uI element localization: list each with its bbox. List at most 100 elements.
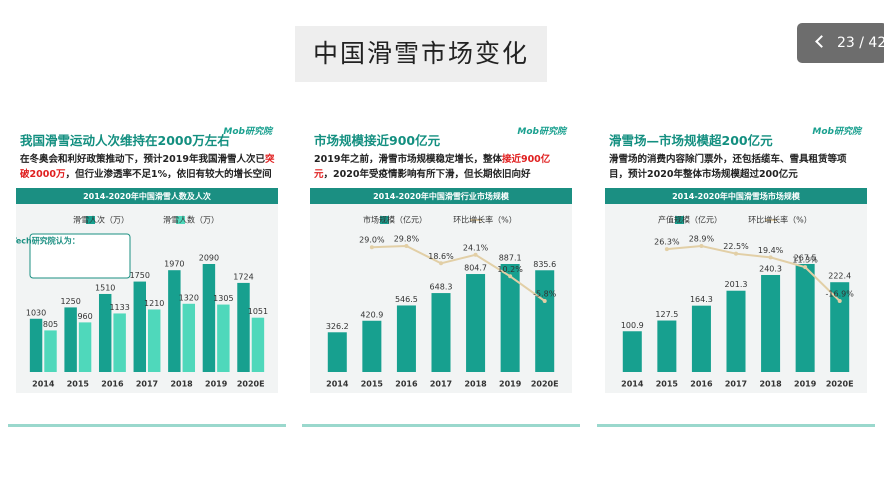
chart-header [16, 188, 278, 204]
value-label: 1320 [179, 293, 199, 302]
bar [535, 270, 555, 372]
value-label: 835.6 [533, 260, 556, 269]
description: 2019年之前，滑雪市场规模稳定增长，整体接近900亿元，2020年受疫情影响有… [314, 152, 569, 182]
bar [29, 318, 43, 372]
value-label: 1030 [26, 308, 46, 317]
line-point [508, 274, 513, 279]
line-point [542, 299, 547, 303]
value-label: 100.9 [621, 321, 644, 330]
x-tick-label: 2020E [531, 380, 559, 389]
value-label: 1133 [109, 303, 129, 312]
x-tick-label: 2016 [690, 380, 713, 389]
value-label: 420.9 [360, 310, 383, 319]
value-label: 19.4% [758, 246, 784, 255]
x-tick-label: 2017 [430, 380, 452, 389]
value-label: 960 [77, 312, 92, 321]
value-label: 240.3 [759, 264, 782, 273]
value-label: 29.8% [394, 235, 420, 244]
headline: 市场规模接近900亿元 [314, 133, 441, 148]
value-label: 127.5 [655, 310, 678, 319]
chart: 2014-2020年中国滑雪人数及人次 MobTech研究院认为： 滑雪人次（万） 滑… [16, 188, 278, 393]
value-label: 1250 [60, 297, 80, 306]
bar [466, 274, 486, 372]
panel: 我国滑雪运动人次维持在2000万左右 Mob研究院 在冬奥会和利好政策推动下，预计2… [8, 118, 286, 427]
bar [622, 331, 642, 372]
x-tick-label: 2019 [499, 380, 522, 389]
line-point [439, 261, 443, 266]
value-label: 1970 [164, 260, 184, 269]
headline: 我国滑雪运动人次维持在2000万左右 [20, 133, 230, 148]
bar [362, 320, 382, 372]
line-point [803, 265, 808, 270]
chart-title: 2014-2020年中国滑雪人数及人次 [83, 191, 211, 201]
bar [500, 264, 520, 372]
value-label: 22.5% [723, 242, 749, 251]
value-label: 222.4 [828, 272, 851, 281]
x-tick-label: 2020E [237, 380, 265, 389]
legend-swatch [86, 216, 95, 224]
x-tick-label: 2020E [826, 380, 854, 389]
line-point [699, 244, 704, 248]
description-text: 在冬奥会和利好政策推动下，预计2019年我国滑雪人次已 [20, 154, 265, 165]
description-text: 突破2000万 [20, 154, 275, 180]
bar [726, 290, 746, 372]
panel: 市场规模接近900亿元 Mob研究院 2019年之前，滑雪市场规模稳定增长，整体接近… [302, 118, 580, 427]
description-text: 2019年之前，滑雪市场规模稳定增长，整体 [314, 154, 502, 165]
line-point [664, 247, 669, 252]
x-tick-label: 2014 [621, 380, 644, 389]
value-label: 1051 [248, 307, 268, 316]
page-counter[interactable]: 23 / 42 [797, 23, 884, 63]
description: 滑雪场的消费内容除门票外，还包括缆车、雪具租赁等项目，预计2020年整体市场规模… [609, 152, 864, 182]
value-label: 546.5 [395, 295, 418, 304]
bar [830, 282, 850, 372]
page-number: 23 / 42 [837, 35, 884, 51]
bar [182, 303, 196, 372]
bar [78, 322, 92, 372]
x-tick-label: 2019 [794, 380, 817, 389]
value-label: 1510 [95, 283, 115, 292]
bar [113, 313, 126, 372]
x-tick-label: 2018 [464, 380, 487, 389]
legend-label: 环比增长率（%） [453, 215, 517, 225]
value-label: 648.3 [430, 283, 453, 292]
value-label: 326.2 [326, 322, 349, 331]
chart-background [16, 188, 278, 393]
value-label: 10.2% [497, 265, 523, 274]
x-tick-label: 2015 [67, 380, 90, 389]
description-text: ，2020年受疫情影响有所下滑，但长期依旧向好 [323, 169, 531, 180]
bar [168, 270, 181, 372]
description: 在冬奥会和利好政策推动下，预计2019年我国滑雪人次已突破2000万，但行业渗透… [20, 152, 275, 182]
x-tick-label: 2014 [326, 380, 349, 389]
bar [237, 282, 250, 372]
line-point [404, 244, 409, 248]
legend-label: 滑雪人数（万） [163, 215, 219, 225]
x-tick-label: 2015 [656, 380, 679, 389]
line-point [837, 299, 842, 303]
value-label: 267.5 [794, 254, 817, 263]
x-tick-label: 2017 [136, 380, 158, 389]
brand: Mob研究院 [517, 127, 566, 137]
line-point [473, 252, 478, 257]
x-tick-label: 2019 [205, 380, 228, 389]
bar [44, 330, 57, 372]
line-point [734, 251, 738, 256]
line [666, 244, 841, 302]
chart-title: 2014-2020年中国滑雪场市场规模 [672, 191, 801, 201]
value-label: 24.1% [463, 243, 489, 252]
chart-header [605, 188, 867, 204]
bar [795, 264, 815, 372]
description-text: ，但行业渗透率不足1%，依旧有较大的增长空间 [65, 169, 272, 180]
legend-label: 市场规模（亿元） [363, 215, 427, 225]
value-label: 26.3% [654, 238, 680, 247]
slide-title: 中国滑雪市场变化 [295, 26, 547, 82]
chart-header [310, 188, 572, 204]
bar [64, 307, 77, 372]
value-label: 201.3 [725, 280, 748, 289]
chart-title: 2014-2020年中国滑雪行业市场规模 [373, 191, 510, 201]
x-tick-label: 2018 [170, 380, 193, 389]
bar [431, 293, 451, 372]
bar [148, 309, 161, 372]
x-tick-label: 2018 [759, 380, 782, 389]
legend-label: 滑雪人次（万） [73, 215, 129, 225]
